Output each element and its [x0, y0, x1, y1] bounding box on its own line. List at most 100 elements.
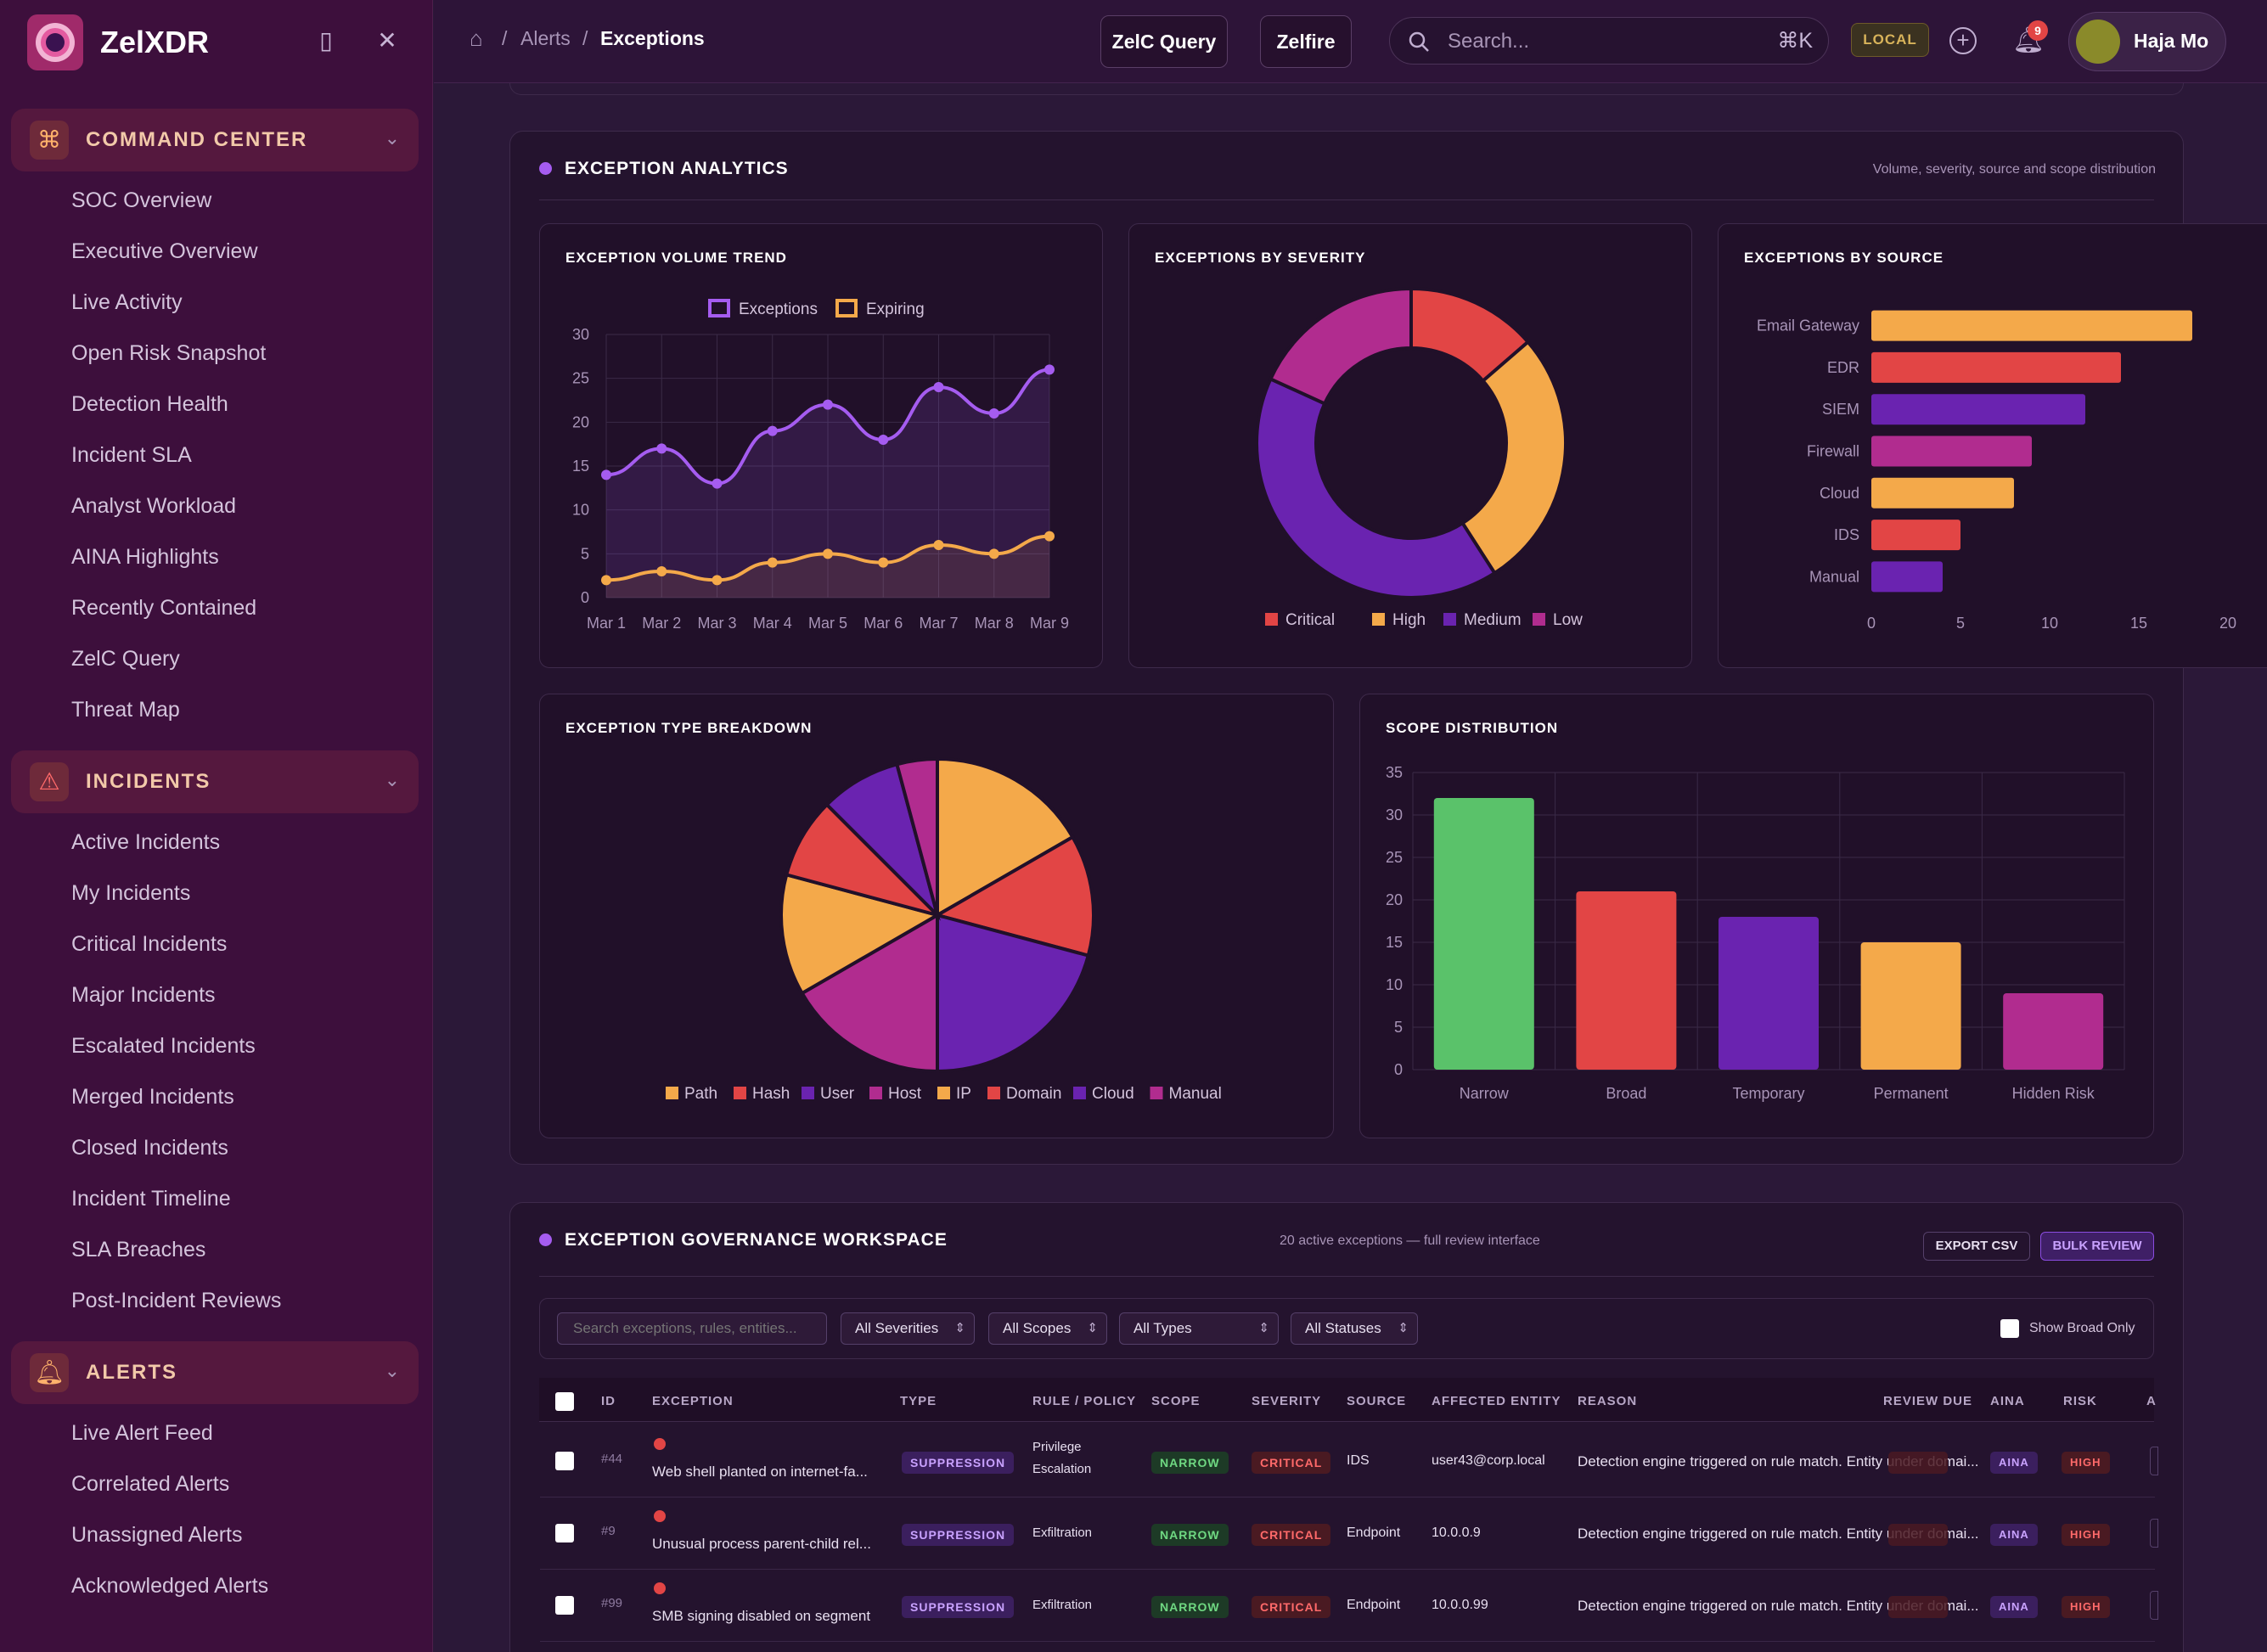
column-header[interactable]: RULE / POLICY: [1032, 1394, 1137, 1408]
sidebar-item[interactable]: Incident SLA: [71, 443, 192, 467]
sidebar-item[interactable]: Major Incidents: [71, 983, 216, 1007]
column-header[interactable]: TYPE: [900, 1394, 937, 1408]
section-command-center[interactable]: ⌘ COMMAND CENTER ⌄: [11, 109, 419, 171]
broad-only-label: Show Broad Only: [2029, 1321, 2135, 1335]
chevron-down-icon[interactable]: ⌄: [384, 1360, 400, 1381]
sidebar-item[interactable]: SOC Overview: [71, 188, 212, 212]
sidebar-item[interactable]: Correlated Alerts: [71, 1472, 230, 1496]
sidebar-item[interactable]: Active Incidents: [71, 830, 221, 854]
broad-only-checkbox[interactable]: [2000, 1319, 2019, 1338]
x-tick-label: Mar 4: [753, 615, 792, 632]
sidebar-item[interactable]: SLA Breaches: [71, 1238, 206, 1261]
exception-name: SMB signing disabled on segment: [652, 1608, 871, 1624]
data-point: [1044, 364, 1055, 375]
divider: [539, 1276, 2154, 1277]
x-tick-label: Mar 5: [808, 615, 847, 632]
sidebar-item[interactable]: Incident Timeline: [71, 1187, 231, 1211]
chevron-down-icon[interactable]: ⌄: [384, 127, 400, 149]
y-tick-label: 15: [1386, 934, 1403, 951]
bulk-review-button[interactable]: BULK REVIEW: [2040, 1232, 2154, 1261]
pie-slice: [779, 872, 942, 996]
x-tick-label: Mar 3: [697, 615, 736, 632]
brand[interactable]: ZelXDR: [27, 12, 209, 73]
y-tick-label: Email Gateway: [1757, 317, 1859, 334]
row-action-button[interactable]: [2150, 1591, 2158, 1620]
section-alerts[interactable]: 🔔︎ ALERTS ⌄: [11, 1341, 419, 1404]
column-header[interactable]: A: [2146, 1394, 2157, 1408]
column-header[interactable]: REASON: [1578, 1394, 1638, 1408]
row-checkbox[interactable]: [555, 1524, 574, 1542]
reason: Detection engine triggered on rule match…: [1578, 1453, 1979, 1469]
severity-filter[interactable]: All Severities: [841, 1312, 975, 1345]
search-bar[interactable]: ⌘K: [1389, 17, 1829, 65]
chevron-down-icon[interactable]: ⌄: [384, 769, 400, 790]
table-row[interactable]: #9 Unusual process parent-child rel... SUP…: [540, 1498, 2158, 1570]
sidebar-item[interactable]: Post-Incident Reviews: [71, 1289, 282, 1312]
column-header[interactable]: EXCEPTION: [652, 1394, 734, 1408]
sidebar-item[interactable]: Analyst Workload: [71, 494, 237, 518]
row-id: #99: [601, 1596, 623, 1610]
data-point: [933, 382, 944, 392]
scope-chart: 0 5 10 15 20 25 30 35 Narrow Broad Temporary Perman…: [1386, 764, 2125, 1102]
export-csv-button[interactable]: EXPORT CSV: [1923, 1232, 2030, 1261]
row-checkbox[interactable]: [555, 1452, 574, 1470]
sidebar-item[interactable]: Threat Map: [71, 698, 180, 722]
sidebar-item[interactable]: Detection Health: [71, 392, 228, 416]
sidebar-item[interactable]: Unassigned Alerts: [71, 1523, 243, 1547]
type-filter[interactable]: All Types: [1119, 1312, 1279, 1345]
sidebar-item[interactable]: AINA Highlights: [71, 545, 219, 569]
add-icon[interactable]: +: [1949, 27, 1977, 54]
sidebar-item[interactable]: Acknowledged Alerts: [71, 1574, 269, 1598]
column-header[interactable]: SEVERITY: [1252, 1394, 1322, 1408]
table-row[interactable]: #99 SMB signing disabled on segment SUPPRE…: [540, 1571, 2158, 1642]
select-all-checkbox[interactable]: [555, 1392, 574, 1411]
y-tick-label: 20: [1386, 891, 1403, 908]
sidebar-item[interactable]: ZelC Query: [71, 647, 180, 671]
sidebar-item[interactable]: Live Activity: [71, 290, 183, 314]
column-header[interactable]: AFFECTED ENTITY: [1432, 1394, 1561, 1408]
y-tick-label: 10: [1386, 976, 1403, 993]
status-filter[interactable]: All Statuses: [1291, 1312, 1418, 1345]
column-header[interactable]: ID: [601, 1394, 616, 1408]
exception-search-input[interactable]: [557, 1312, 827, 1345]
collapse-icon[interactable]: ✕: [377, 27, 397, 53]
column-header[interactable]: RISK: [2063, 1394, 2097, 1408]
pie-slice: [894, 756, 939, 916]
donut-slice: [1255, 376, 1498, 599]
section-incidents[interactable]: ⚠ INCIDENTS ⌄: [11, 750, 419, 813]
sidebar-item[interactable]: Escalated Incidents: [71, 1034, 256, 1058]
zelc-query-button[interactable]: ZelC Query: [1100, 15, 1228, 68]
sidebar-item[interactable]: My Incidents: [71, 881, 191, 905]
row-action-button[interactable]: [2150, 1519, 2158, 1548]
sidebar-item[interactable]: Open Risk Snapshot: [71, 341, 267, 365]
column-header[interactable]: AINA: [1990, 1394, 2025, 1408]
user-menu[interactable]: Haja Mo: [2068, 12, 2226, 71]
column-header[interactable]: REVIEW DUE: [1883, 1394, 1973, 1408]
legend-swatch: [734, 1087, 746, 1099]
scope-filter[interactable]: All Scopes: [988, 1312, 1107, 1345]
y-tick-label: 0: [1394, 1061, 1403, 1078]
sidebar-item[interactable]: Executive Overview: [71, 239, 258, 263]
search-input[interactable]: [1448, 28, 1770, 55]
legend-label: Exceptions: [739, 301, 818, 318]
sidebar-item[interactable]: Recently Contained: [71, 596, 257, 620]
severity-card: EXCEPTIONS BY SEVERITY Critical High Mediu…: [1128, 223, 1692, 668]
sidebar-item[interactable]: Closed Incidents: [71, 1136, 228, 1160]
y-tick-label: 0: [581, 589, 589, 606]
data-point: [767, 557, 778, 568]
sidebar-item[interactable]: Live Alert Feed: [71, 1421, 213, 1445]
row-checkbox[interactable]: [555, 1596, 574, 1615]
table-row[interactable]: #44 Web shell planted on internet-fa... SU…: [540, 1426, 2158, 1497]
sidebar-item[interactable]: Merged Incidents: [71, 1085, 234, 1109]
volume-card: EXCEPTION VOLUME TREND 0 5 10 15 20 25 30 Mar 1…: [539, 223, 1103, 668]
home-icon[interactable]: ⌂: [470, 25, 483, 51]
panel-toggle-icon[interactable]: ▯: [319, 27, 333, 53]
column-header[interactable]: SCOPE: [1151, 1394, 1201, 1408]
breadcrumb-alerts[interactable]: Alerts: [520, 27, 571, 49]
data-point: [712, 478, 723, 489]
severity-chart: Critical High Medium Low: [1255, 286, 1583, 629]
column-header[interactable]: SOURCE: [1347, 1394, 1407, 1408]
sidebar-item[interactable]: Critical Incidents: [71, 932, 228, 956]
row-action-button[interactable]: [2150, 1447, 2158, 1475]
zelfire-button[interactable]: Zelfire: [1260, 15, 1352, 68]
